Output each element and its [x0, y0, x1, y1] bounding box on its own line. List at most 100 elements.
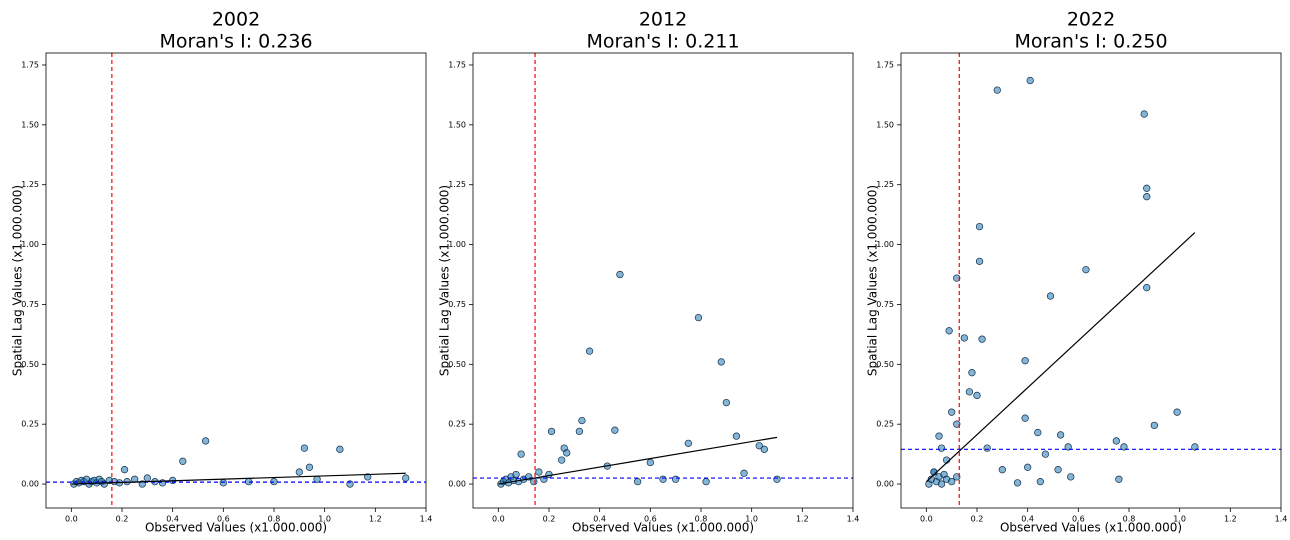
x-tick-label: 0.6 [644, 515, 657, 524]
x-tick-label: 1.4 [420, 515, 433, 524]
y-axis-label: Spatial Lag Values (x1.000.000) [866, 185, 880, 376]
point [948, 408, 956, 416]
point [953, 274, 961, 282]
point [402, 474, 410, 482]
point [1026, 76, 1034, 85]
point [684, 439, 692, 447]
x-tick-label: 0.4 [593, 515, 606, 524]
point [983, 444, 991, 452]
point [1021, 357, 1029, 365]
y-tick-label: 1.25 [21, 180, 39, 189]
y-tick-label: 1.50 [21, 120, 39, 129]
point [305, 463, 314, 471]
point [512, 470, 520, 479]
plot-frame [472, 52, 854, 509]
x-tick-label: 1.2 [369, 515, 382, 524]
x-tick-label: 0.8 [1123, 515, 1136, 524]
x-axis-label: Observed Values (x1.000.000) [145, 521, 327, 535]
y-tick-label: 1.75 [448, 60, 466, 69]
point [563, 449, 571, 457]
chart-subtitle: Moran's I: 0.236 [159, 31, 312, 53]
point [120, 466, 129, 474]
y-tick-label: 0.25 [448, 420, 466, 429]
y-tick-label: 0.75 [876, 300, 894, 309]
y-tick-label: 0.50 [21, 360, 39, 369]
y-tick-label: 0.00 [876, 480, 894, 489]
x-tick-label: 1.0 [318, 515, 331, 524]
point [179, 457, 187, 465]
point [937, 444, 946, 452]
point [960, 334, 968, 342]
point [993, 86, 1001, 94]
point [1143, 284, 1151, 292]
y-tick-label: 1.00 [21, 240, 39, 249]
point [646, 458, 654, 467]
point [1036, 478, 1044, 486]
point [219, 479, 227, 487]
y-tick-label: 1.75 [21, 60, 39, 69]
point [295, 468, 303, 476]
point [585, 347, 594, 355]
point [611, 426, 619, 434]
point [953, 473, 961, 481]
chart-title: 2002 [212, 9, 260, 31]
point [1021, 414, 1029, 422]
x-tick-label: 0.0 [492, 515, 505, 524]
point [740, 469, 748, 477]
y-tick-label: 1.50 [876, 120, 894, 129]
point [143, 474, 151, 482]
y-axis-label: Spatial Lag Values (x1.000.000) [11, 185, 25, 376]
point [578, 416, 586, 425]
point [1143, 184, 1151, 192]
x-tick-label: 0.2 [971, 515, 984, 524]
point [937, 480, 946, 488]
y-tick-label: 0.50 [448, 360, 466, 369]
y-tick-label: 0.25 [876, 420, 894, 429]
x-axis-label: Observed Values (x1.000.000) [572, 521, 754, 535]
point [558, 456, 566, 464]
point [1067, 473, 1075, 481]
point [717, 358, 725, 366]
point [1024, 463, 1032, 471]
point [732, 432, 741, 440]
point [1150, 421, 1158, 430]
x-tick-label: 1.4 [1275, 515, 1288, 524]
point [364, 473, 372, 481]
fit-line [498, 436, 778, 485]
point [1143, 193, 1151, 201]
point [1013, 479, 1022, 487]
point [702, 478, 710, 486]
x-tick-label: 0.6 [1072, 515, 1085, 524]
point [935, 432, 943, 440]
y-tick-label: 1.25 [876, 180, 894, 189]
x-tick-label: 1.0 [1173, 515, 1186, 524]
y-tick-label: 0.50 [876, 360, 894, 369]
point [545, 470, 553, 479]
y-tick-label: 1.00 [448, 240, 466, 249]
point [1082, 266, 1090, 274]
point [978, 335, 986, 343]
point [1112, 437, 1120, 445]
x-tick-label: 0.4 [1021, 515, 1034, 524]
x-tick-label: 1.2 [1224, 515, 1237, 524]
point [672, 475, 680, 483]
point [722, 398, 730, 407]
point [1191, 443, 1199, 451]
point [530, 478, 538, 486]
point [616, 270, 624, 279]
x-tick-label: 0.8 [268, 515, 281, 524]
x-tick-label: 1.0 [745, 515, 758, 524]
point [1173, 408, 1181, 416]
point [953, 420, 961, 428]
point [975, 222, 984, 231]
point [300, 444, 309, 452]
y-tick-label: 1.00 [876, 240, 894, 249]
point [965, 388, 974, 396]
y-tick-label: 1.25 [448, 180, 466, 189]
point [634, 478, 642, 486]
point [575, 427, 584, 436]
point [973, 391, 981, 400]
point [945, 327, 953, 335]
